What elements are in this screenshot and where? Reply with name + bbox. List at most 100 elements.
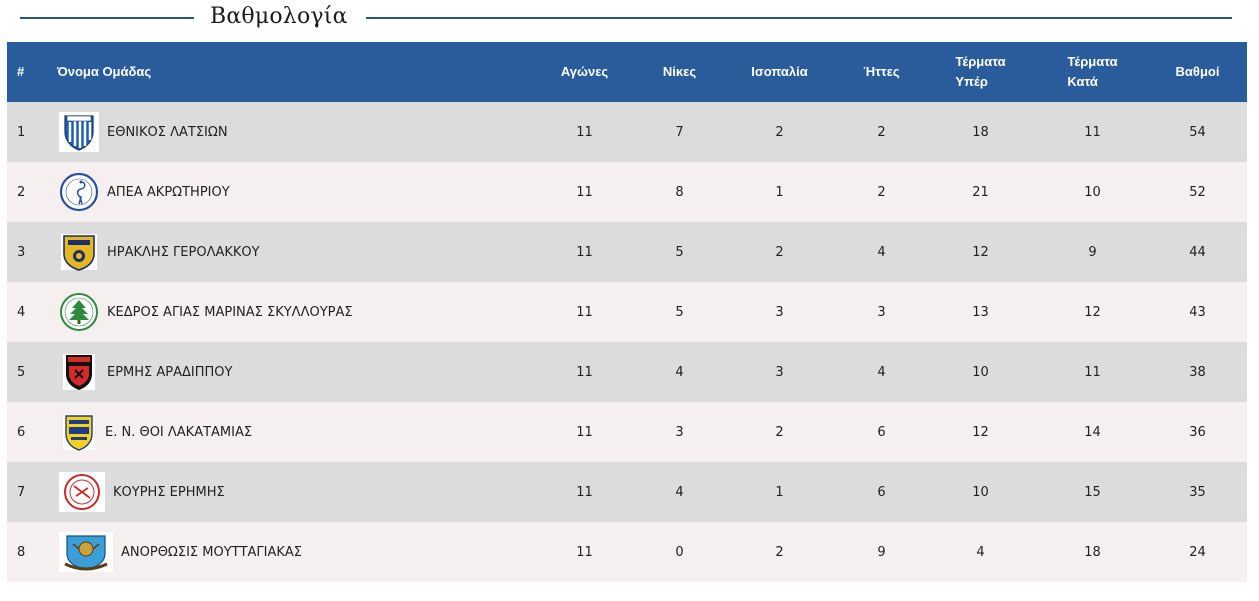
row-points: 36 — [1189, 424, 1206, 440]
title-divider-right — [366, 17, 1232, 19]
table-header: # Όνομα Ομάδας Αγώνες Νίκες Ισοπαλία Ήττ… — [7, 42, 1247, 102]
team-name[interactable]: ΕΡΜΗΣ ΑΡΑΔΙΠΠΟΥ — [107, 364, 233, 380]
row-losses: 6 — [877, 484, 886, 500]
row-points: 35 — [1189, 484, 1206, 500]
row-wins: 8 — [675, 184, 684, 200]
row-games: 11 — [576, 364, 593, 380]
team-name[interactable]: ΚΕΔΡΟΣ ΑΓΙΑΣ ΜΑΡΙΝΑΣ ΣΚΥΛΛΟΥΡΑΣ — [107, 304, 353, 320]
row-losses: 6 — [877, 424, 886, 440]
standings-title-bar: Βαθμολογία — [0, 0, 1259, 40]
row-team[interactable]: ΑΝΟΡΘΩΣΙΣ ΜΟΥΤΤΑΓΙΑΚΑΣ — [57, 522, 517, 582]
row-losses: 9 — [877, 544, 886, 560]
row-team[interactable]: ΑΠΕΑ ΑΚΡΩΤΗΡΙΟΥ — [57, 162, 517, 222]
header-goals-against[interactable]: Τέρματα Κατά — [1055, 42, 1130, 102]
header-team-name[interactable]: Όνομα Ομάδας — [57, 64, 152, 79]
row-draws: 3 — [775, 364, 784, 380]
row-goals-against: 18 — [1084, 544, 1101, 560]
row-position: 3 — [17, 244, 26, 260]
row-points: 38 — [1189, 364, 1206, 380]
row-team[interactable]: ΚΟΥΡΗΣ ΕΡΗΜΗΣ — [57, 462, 517, 522]
row-points: 54 — [1189, 124, 1206, 140]
team-name[interactable]: Ε. Ν. ΘΟΙ ΛΑΚΑΤΑΜΙΑΣ — [105, 424, 253, 440]
header-losses[interactable]: Ήττες — [863, 64, 900, 79]
row-goals-for: 10 — [972, 364, 989, 380]
row-goals-for: 12 — [972, 424, 989, 440]
header-wins[interactable]: Νίκες — [662, 64, 697, 79]
shield-crest-icon — [59, 112, 99, 152]
row-team[interactable]: ΕΘΝΙΚΟΣ ΛΑΤΣΙΩΝ — [57, 102, 517, 162]
row-team[interactable]: Ε. Ν. ΘΟΙ ΛΑΚΑΤΑΜΙΑΣ — [57, 402, 517, 462]
row-games: 11 — [576, 544, 593, 560]
row-losses: 4 — [877, 364, 886, 380]
team-name[interactable]: ΚΟΥΡΗΣ ΕΡΗΜΗΣ — [113, 484, 225, 500]
row-points: 24 — [1189, 544, 1206, 560]
header-goals-for-line2: Υπέρ — [955, 74, 988, 89]
header-points[interactable]: Βαθμοί — [1175, 64, 1220, 79]
header-goals-for[interactable]: Τέρματα Υπέρ — [943, 42, 1018, 102]
header-games[interactable]: Αγώνες — [560, 64, 609, 79]
cedar-tree-crest-icon — [59, 292, 99, 332]
row-goals-for: 10 — [972, 484, 989, 500]
row-wins: 7 — [675, 124, 684, 140]
row-wins: 3 — [675, 424, 684, 440]
row-games: 11 — [576, 424, 593, 440]
header-draws[interactable]: Ισοπαλία — [751, 64, 808, 79]
team-name[interactable]: ΑΠΕΑ ΑΚΡΩΤΗΡΙΟΥ — [107, 184, 230, 200]
table-row[interactable]: 5 ΕΡΜΗΣ ΑΡΑΔΙΠΠΟΥ 11 4 3 4 10 11 38 — [7, 342, 1247, 402]
row-team[interactable]: ΕΡΜΗΣ ΑΡΑΔΙΠΠΟΥ — [57, 342, 517, 402]
row-draws: 2 — [775, 544, 784, 560]
yellow-shield-crest-icon — [59, 232, 99, 272]
row-games: 11 — [576, 244, 593, 260]
table-row[interactable]: 6 Ε. Ν. ΘΟΙ ΛΑΚΑΤΑΜΙΑΣ 11 3 2 6 12 14 36 — [7, 402, 1247, 462]
team-name[interactable]: ΗΡΑΚΛΗΣ ΓΕΡΟΛΑΚΚΟΥ — [107, 244, 260, 260]
header-goals-against-line2: Κατά — [1067, 74, 1098, 89]
row-position: 7 — [17, 484, 26, 500]
yellow-crest-icon — [59, 412, 99, 452]
table-row[interactable]: 1 ΕΘΝΙΚΟΣ ΛΑΤΣΙΩΝ 11 7 2 2 18 11 54 — [7, 102, 1247, 162]
table-row[interactable]: 2 ΑΠΕΑ ΑΚΡΩΤΗΡΙΟΥ 11 8 1 2 21 10 52 — [7, 162, 1247, 222]
header-goals-against-line1: Τέρματα — [1067, 54, 1118, 69]
row-goals-for: 13 — [972, 304, 989, 320]
title-divider-left — [20, 17, 194, 19]
row-goals-against: 15 — [1084, 484, 1101, 500]
row-goals-against: 11 — [1084, 364, 1101, 380]
row-draws: 2 — [775, 244, 784, 260]
team-name[interactable]: ΕΘΝΙΚΟΣ ΛΑΤΣΙΩΝ — [107, 124, 228, 140]
row-games: 11 — [576, 184, 593, 200]
row-losses: 3 — [877, 304, 886, 320]
row-wins: 5 — [675, 244, 684, 260]
row-wins: 4 — [675, 484, 684, 500]
table-row[interactable]: 3 ΗΡΑΚΛΗΣ ΓΕΡΟΛΑΚΚΟΥ 11 5 2 4 12 9 44 — [7, 222, 1247, 282]
row-goals-against: 11 — [1084, 124, 1101, 140]
row-goals-for: 4 — [976, 544, 985, 560]
row-position: 1 — [17, 124, 26, 140]
table-row[interactable]: 8 ΑΝΟΡΘΩΣΙΣ ΜΟΥΤΤΑΓΙΑΚΑΣ 11 0 2 9 4 18 2… — [7, 522, 1247, 582]
flamingo-crest-icon — [59, 172, 99, 212]
header-position[interactable]: # — [17, 64, 25, 79]
row-position: 2 — [17, 184, 26, 200]
team-name[interactable]: ΑΝΟΡΘΩΣΙΣ ΜΟΥΤΤΑΓΙΑΚΑΣ — [121, 544, 303, 560]
row-losses: 4 — [877, 244, 886, 260]
row-draws: 1 — [775, 484, 784, 500]
row-team[interactable]: ΚΕΔΡΟΣ ΑΓΙΑΣ ΜΑΡΙΝΑΣ ΣΚΥΛΛΟΥΡΑΣ — [57, 282, 517, 342]
row-team[interactable]: ΗΡΑΚΛΗΣ ΓΕΡΟΛΑΚΚΟΥ — [57, 222, 517, 282]
row-position: 6 — [17, 424, 26, 440]
table-row[interactable]: 7 ΚΟΥΡΗΣ ΕΡΗΜΗΣ 11 4 1 6 10 15 35 — [7, 462, 1247, 522]
row-wins: 5 — [675, 304, 684, 320]
row-losses: 2 — [877, 184, 886, 200]
row-goals-against: 10 — [1084, 184, 1101, 200]
row-position: 8 — [17, 544, 26, 560]
row-points: 52 — [1189, 184, 1206, 200]
row-games: 11 — [576, 124, 593, 140]
header-goals-for-line1: Τέρματα — [955, 54, 1006, 69]
row-points: 43 — [1189, 304, 1206, 320]
row-goals-for: 21 — [972, 184, 989, 200]
row-draws: 2 — [775, 124, 784, 140]
table-row[interactable]: 4 ΚΕΔΡΟΣ ΑΓΙΑΣ ΜΑΡΙΝΑΣ ΣΚΥΛΛΟΥΡΑΣ 11 5 3… — [7, 282, 1247, 342]
row-position: 4 — [17, 304, 26, 320]
row-points: 44 — [1189, 244, 1206, 260]
row-games: 11 — [576, 484, 593, 500]
row-goals-for: 18 — [972, 124, 989, 140]
page-title: Βαθμολογία — [210, 4, 348, 29]
red-black-shield-crest-icon — [59, 352, 99, 392]
